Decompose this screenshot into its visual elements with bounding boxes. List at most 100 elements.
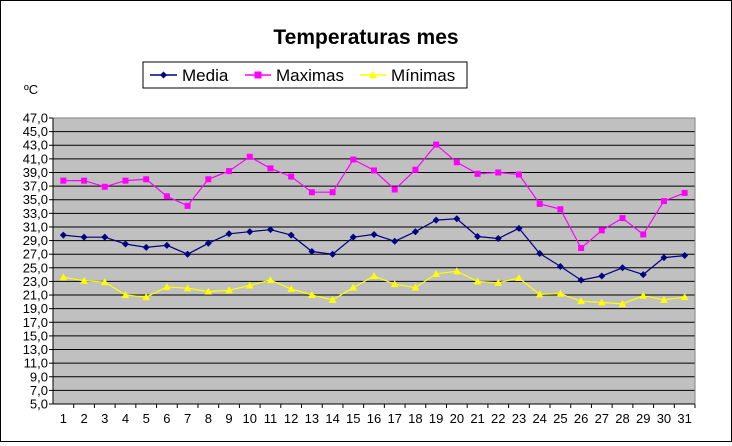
x-tick-label: 21 — [470, 411, 484, 426]
legend-marker-maximas — [254, 71, 262, 79]
data-point-minimas — [370, 271, 378, 279]
data-point-media — [308, 247, 316, 255]
data-point-media — [411, 228, 419, 236]
legend-marker-media — [160, 71, 167, 79]
data-point-media — [287, 231, 295, 239]
x-tick-label: 27 — [595, 411, 609, 426]
data-point-media — [370, 230, 378, 238]
data-point-media — [515, 224, 523, 232]
y-tick-label: 35,0 — [23, 192, 48, 207]
x-tick-label: 20 — [450, 411, 464, 426]
y-tick-label: 23,0 — [23, 274, 48, 289]
data-point-maximas — [163, 193, 170, 200]
data-point-media — [536, 250, 544, 258]
data-point-maximas — [515, 171, 522, 178]
x-tick-label: 29 — [636, 411, 650, 426]
data-point-minimas — [245, 281, 254, 289]
y-tick-label: 33,0 — [23, 206, 48, 221]
data-point-minimas — [432, 269, 440, 277]
x-tick-label: 8 — [205, 411, 212, 426]
legend-box — [142, 61, 468, 89]
data-point-media — [142, 243, 150, 251]
data-point-maximas — [60, 177, 67, 184]
x-tick-label: 12 — [284, 411, 298, 426]
x-tick-label: 11 — [264, 411, 278, 426]
x-tick-label: 13 — [305, 411, 319, 426]
x-tick-label: 30 — [657, 411, 671, 426]
data-point-minimas — [598, 298, 606, 306]
y-tick-label: 19,0 — [23, 301, 48, 316]
y-tick-label: 7,0 — [30, 383, 48, 398]
data-point-maximas — [101, 183, 108, 190]
data-point-maximas — [412, 166, 419, 173]
data-point-media — [556, 262, 564, 270]
data-point-media — [80, 233, 88, 241]
x-tick-label: 28 — [615, 411, 629, 426]
data-point-minimas — [515, 274, 523, 282]
x-tick-label: 31 — [677, 411, 691, 426]
x-tick-label: 15 — [346, 411, 360, 426]
x-tick-label: 26 — [574, 411, 588, 426]
data-point-minimas — [349, 283, 358, 291]
y-tick-label: 29,0 — [23, 233, 48, 248]
data-point-minimas — [142, 293, 150, 301]
data-point-minimas — [556, 289, 565, 297]
data-point-minimas — [163, 282, 171, 290]
data-point-maximas — [288, 173, 295, 180]
y-tick-label: 17,0 — [23, 315, 48, 330]
y-tick-label: 45,0 — [23, 124, 48, 139]
x-tick-label: 7 — [184, 411, 191, 426]
legend-label-minimas: Mínimas — [391, 66, 455, 85]
data-point-maximas — [308, 189, 315, 196]
data-point-maximas — [226, 168, 233, 175]
data-point-minimas — [266, 276, 275, 284]
data-point-maximas — [557, 206, 564, 213]
data-point-minimas — [473, 277, 482, 285]
y-tick-label: 37,0 — [23, 179, 48, 194]
legend-label-maximas: Maximas — [276, 66, 344, 85]
data-point-media — [494, 235, 502, 243]
data-point-minimas — [225, 286, 233, 294]
data-point-minimas — [80, 276, 88, 284]
x-tick-label: 18 — [408, 411, 422, 426]
data-point-minimas — [618, 299, 627, 307]
data-point-maximas — [122, 177, 129, 184]
legend-label-media: Media — [182, 66, 229, 85]
y-tick-label: 25,0 — [23, 260, 48, 275]
data-point-minimas — [411, 283, 420, 291]
data-point-maximas — [184, 202, 191, 209]
y-tick-label: 43,0 — [23, 138, 48, 153]
data-point-maximas — [433, 141, 440, 148]
data-point-maximas — [350, 156, 357, 163]
data-point-maximas — [495, 169, 502, 176]
x-tick-label: 4 — [122, 411, 129, 426]
y-tick-label: 27,0 — [23, 247, 48, 262]
data-point-media — [246, 228, 254, 236]
data-point-maximas — [246, 153, 253, 160]
data-point-maximas — [681, 189, 688, 196]
data-point-minimas — [453, 267, 461, 275]
y-tick-label: 31,0 — [23, 219, 48, 234]
data-point-minimas — [660, 295, 668, 303]
data-point-minimas — [121, 291, 130, 299]
x-tick-label: 17 — [387, 411, 401, 426]
y-tick-label: 15,0 — [23, 328, 48, 343]
data-point-media — [639, 271, 647, 279]
x-tick-label: 5 — [143, 411, 150, 426]
y-tick-label: 13,0 — [23, 342, 48, 357]
data-point-media — [453, 215, 461, 223]
data-point-media — [204, 239, 212, 247]
data-point-maximas — [619, 215, 626, 222]
y-tick-label: 21,0 — [23, 288, 48, 303]
data-point-minimas — [287, 284, 295, 292]
y-axis-unit-label: ºC — [24, 82, 38, 97]
data-point-minimas — [183, 284, 192, 292]
data-point-minimas — [680, 293, 689, 301]
data-point-maximas — [391, 186, 398, 193]
x-tick-label: 16 — [367, 411, 381, 426]
data-point-maximas — [598, 227, 605, 234]
chart-title: Temperaturas mes — [273, 26, 458, 49]
data-point-minimas — [328, 295, 337, 303]
data-point-maximas — [536, 200, 543, 207]
data-point-media — [59, 231, 67, 239]
